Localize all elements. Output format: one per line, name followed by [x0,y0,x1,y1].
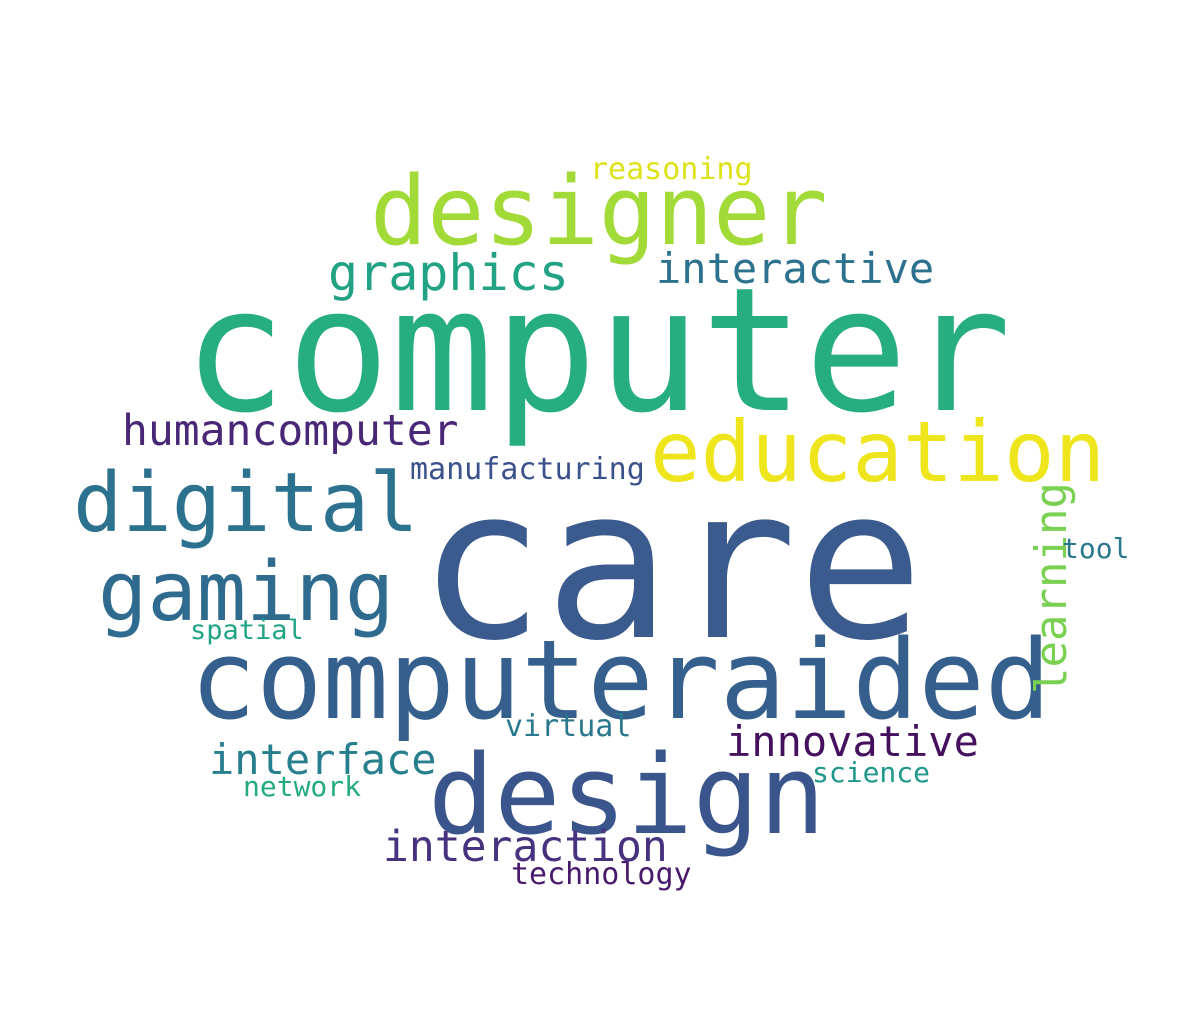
word-graphics: graphics [328,244,569,302]
word-technology: technology [511,857,692,892]
word-gaming: gaming [98,545,395,640]
word-innovative: innovative [726,717,979,766]
word-tool: tool [1062,532,1130,565]
word-interaction: interaction [383,822,668,872]
word-education: education [650,403,1106,501]
word-virtual: virtual [505,709,632,744]
word-care: care [418,442,924,687]
word-spatial: spatial [190,615,304,646]
word-design: design [428,731,826,859]
word-science: science [812,756,931,789]
word-computeraided: computeraided [190,616,1051,744]
word-computer: computer [183,250,1012,451]
word-digital: digital [73,456,419,551]
word-designer: designer [370,157,828,267]
word-manufacturing: manufacturing [410,452,645,487]
word-network: network [243,770,362,803]
word-reasoning: reasoning [590,152,753,187]
word-interface: interface [209,735,437,784]
word-learning: learning [1026,482,1077,694]
word-interactive: interactive [656,244,935,293]
word-humancomputer: humancomputer [122,406,459,456]
